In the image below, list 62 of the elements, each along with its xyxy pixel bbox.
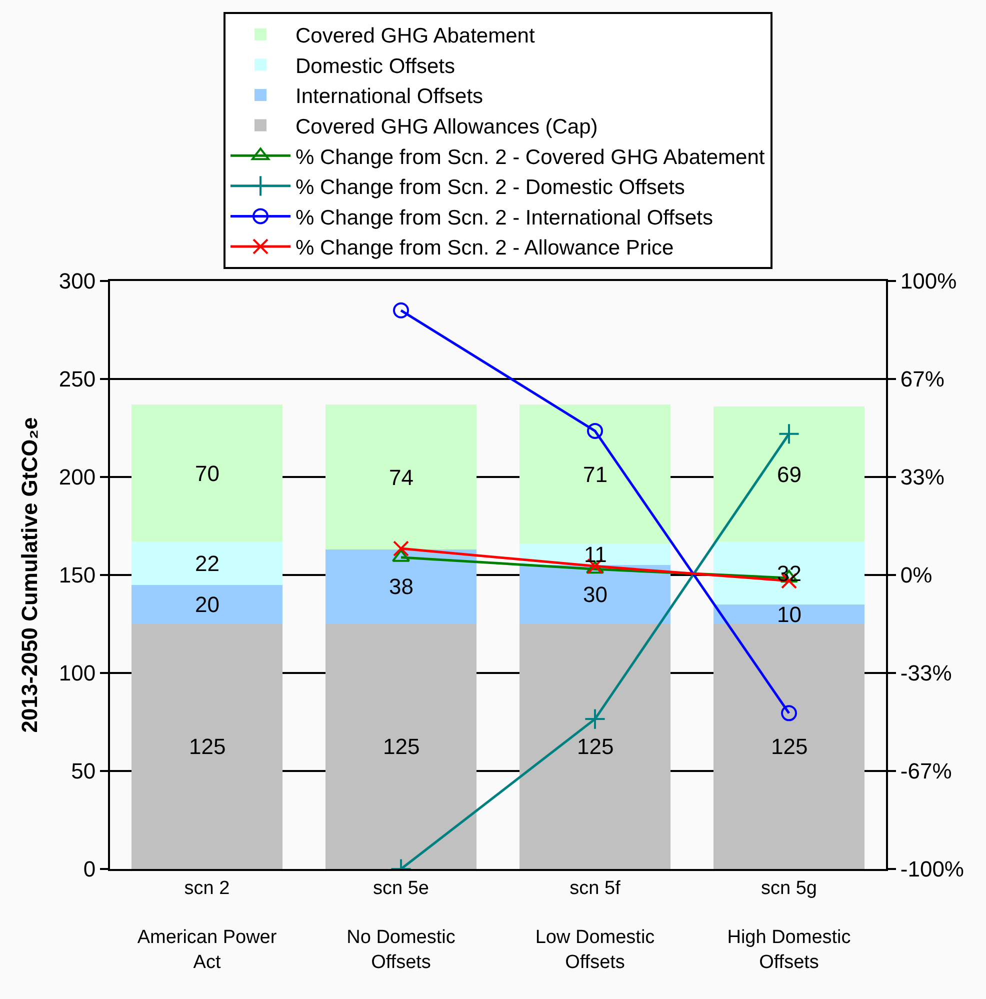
data-label: 125 (383, 734, 420, 759)
data-label: 22 (195, 551, 220, 576)
y-axis-title: 2013-2050 Cumulative GtCO₂e (17, 417, 42, 733)
y-tick-label: 150 (58, 562, 96, 588)
bar (713, 604, 865, 624)
bar (713, 624, 865, 869)
bar (519, 404, 671, 544)
y-tick-label: 50 (71, 758, 96, 784)
bar (519, 544, 671, 566)
point (393, 540, 409, 557)
legend-label: % Change from Scn. 2 - Covered GHG Abatement (296, 146, 765, 169)
point (393, 302, 409, 318)
legend-label: % Change from Scn. 2 - Allowance Price (296, 236, 674, 260)
data-label: 10 (777, 602, 802, 627)
y2-tick-label: -100% (900, 856, 964, 882)
data-label: 70 (195, 461, 220, 486)
bar (131, 404, 283, 542)
y2-tick-label: -67% (900, 758, 952, 784)
y2-tick-label: 33% (900, 464, 944, 490)
category-label: scn 5f Low Domestic Offsets (535, 878, 655, 973)
bar (131, 624, 283, 869)
y2-tick-label: -33% (900, 660, 952, 686)
bar (713, 406, 865, 542)
bar (131, 584, 283, 624)
y2-tick-label: 67% (900, 366, 944, 392)
data-label: 74 (389, 465, 414, 490)
y-tick-label: 0 (83, 856, 96, 882)
data-label: 125 (771, 734, 808, 759)
y-tick-label: 250 (58, 366, 96, 392)
legend-label: Covered GHG Allowances (Cap) (296, 115, 598, 138)
y2-tick-label: 0% (900, 562, 932, 588)
legend-label: Domestic Offsets (296, 54, 455, 78)
data-label: 69 (777, 462, 802, 487)
bar (131, 542, 283, 585)
legend-label: Covered GHG Abatement (296, 24, 535, 48)
legend-label: % Change from Scn. 2 - International Offsets (296, 206, 713, 230)
data-label: 125 (577, 734, 614, 759)
bar (713, 542, 865, 604)
point (778, 423, 800, 445)
y2-tick-label: 100% (900, 268, 957, 294)
y-tick-label: 300 (58, 268, 96, 294)
legend-label: % Change from Scn. 2 - Domestic Offsets (296, 176, 685, 200)
bar (325, 624, 477, 869)
data-label: 125 (189, 734, 226, 759)
data-label: 30 (583, 582, 608, 607)
bar (519, 624, 671, 869)
data-label: 38 (389, 574, 414, 599)
data-label: 11 (584, 542, 607, 567)
bar (325, 404, 477, 550)
data-label: 20 (195, 592, 220, 617)
legend-label: International Offsets (296, 85, 484, 108)
category-label: scn 5e No Domestic Offsets (346, 878, 456, 973)
point (781, 705, 797, 722)
bar (519, 565, 671, 624)
point (587, 422, 603, 439)
bar (325, 550, 477, 624)
category-label: scn 5g High Domestic Offsets (727, 878, 851, 973)
data-label: 71 (583, 462, 608, 487)
y-tick-label: 200 (58, 464, 96, 490)
category-label: scn 2 American Power Act (137, 878, 277, 973)
point (584, 708, 606, 730)
y-tick-label: 100 (58, 660, 96, 686)
